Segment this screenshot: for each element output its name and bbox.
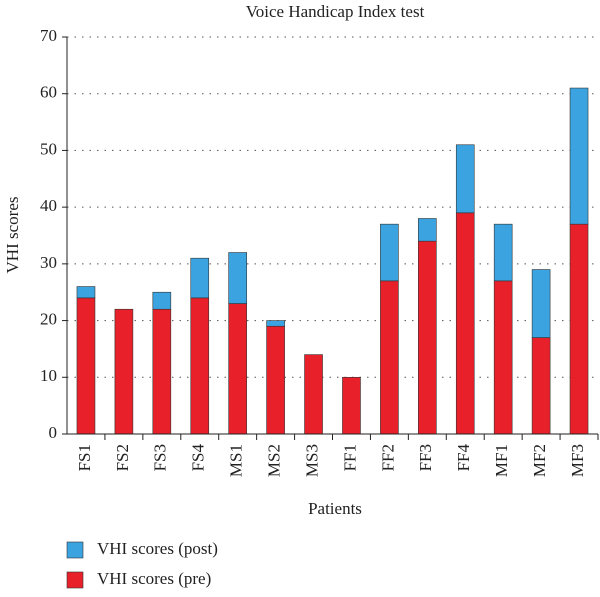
bar-segment	[152, 291, 172, 310]
y-axis-label: VHI scores	[3, 197, 22, 274]
bar-segment	[266, 320, 285, 327]
bar-segment	[380, 223, 399, 282]
bar-segment	[531, 269, 551, 338]
y-tick-label: 20	[40, 309, 57, 328]
bar-segment	[190, 257, 210, 299]
bar-segment	[493, 280, 513, 435]
y-tick-label: 10	[40, 366, 57, 385]
x-tick-label: FS2	[113, 444, 132, 471]
bar-segment	[493, 223, 513, 282]
bar-segment	[569, 223, 589, 435]
y-tick-label: 50	[40, 139, 57, 158]
bar-segment	[190, 297, 210, 435]
x-tick-label: FS3	[151, 444, 170, 471]
y-tick-label: 0	[49, 423, 58, 442]
x-tick-label: FF3	[416, 444, 435, 471]
x-tick-label: MS3	[302, 444, 321, 477]
y-tick-label: 70	[40, 26, 57, 45]
legend-label: VHI scores (pre)	[97, 569, 211, 588]
x-tick-label: MS1	[227, 444, 246, 477]
legend-swatch	[66, 541, 84, 559]
bar-segment	[152, 308, 172, 435]
legend-label: VHI scores (post)	[97, 539, 218, 558]
x-axis-label: Patients	[308, 499, 362, 518]
bar-segment	[531, 337, 551, 435]
y-tick-label: 30	[40, 253, 57, 272]
bar-segment	[418, 218, 437, 242]
x-tick-label: FF1	[340, 444, 359, 471]
x-tick-label: FS4	[189, 444, 208, 472]
x-tick-label: FF2	[378, 444, 397, 471]
x-tick-label: MS2	[265, 444, 284, 477]
x-tick-label: MF3	[568, 444, 587, 477]
y-tick-label: 60	[40, 83, 57, 102]
bar-segment	[76, 297, 96, 435]
bar-segment	[76, 286, 96, 299]
bar-segment	[228, 303, 247, 435]
bar-segment	[342, 376, 361, 435]
x-tick-label: FS1	[75, 444, 94, 471]
bar-segment	[114, 308, 134, 435]
y-tick-label: 40	[40, 196, 57, 215]
legend-swatch	[66, 571, 84, 589]
bar-segment	[418, 240, 437, 435]
bar-segment	[304, 354, 323, 435]
bar-segment	[266, 325, 285, 435]
bar-segment	[569, 87, 589, 225]
x-tick-label: FF4	[454, 444, 473, 472]
x-tick-label: MF1	[492, 444, 511, 477]
bar-segment	[455, 144, 475, 214]
bar-segment	[228, 252, 247, 304]
bar-segment	[455, 212, 475, 435]
bar-segment	[380, 280, 399, 435]
chart-title: Voice Handicap Index test	[246, 2, 425, 21]
x-tick-label: MF2	[530, 444, 549, 477]
